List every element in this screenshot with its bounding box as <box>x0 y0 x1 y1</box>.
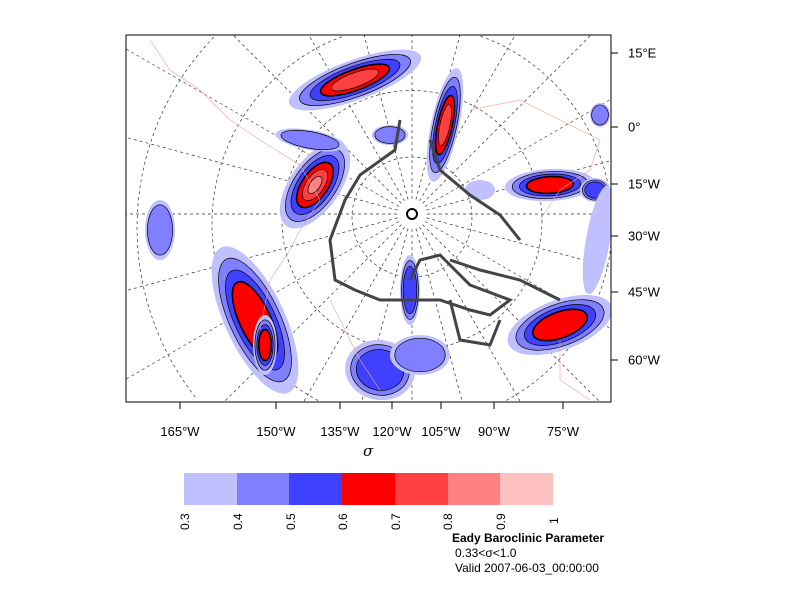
right-axis-label: 60°W <box>628 352 660 368</box>
contour-level-0.6 <box>257 328 273 362</box>
meridian-line <box>232 35 402 204</box>
right-axis-label: 15°W <box>628 176 660 192</box>
contour-level-0.4 <box>394 337 446 373</box>
contour-level-0.4 <box>591 104 609 126</box>
colorbar-label: 0.4 <box>231 513 245 530</box>
bottom-axis-label: 120°W <box>372 424 412 439</box>
right-axis-label: 45°W <box>628 284 660 300</box>
contour-level-0.4 <box>280 129 340 151</box>
plot-subtitle: 0.33<σ<1.0 <box>455 546 517 560</box>
right-axis-label: 0° <box>628 119 641 135</box>
right-axis-label: 15°E <box>628 45 657 61</box>
bottom-axis-label: 105°W <box>421 424 461 439</box>
contour-level-0.7 <box>330 68 380 92</box>
meridian-line <box>126 217 398 291</box>
bottom-axis-label: 75°W <box>547 424 579 439</box>
right-axis-label: 30°W <box>628 228 660 244</box>
meridian-line <box>426 217 611 268</box>
contour-level-0.4 <box>374 126 406 144</box>
colorbar-label: 0.6 <box>336 513 350 530</box>
colorbar-label: 1 <box>547 517 561 524</box>
plot-frame <box>125 34 612 403</box>
meridian-line <box>422 35 592 204</box>
colorbar-swatch <box>342 473 395 505</box>
meridian-line <box>126 137 398 211</box>
x-axis-label: σ <box>363 442 374 460</box>
contour-level-0.8 <box>307 175 323 195</box>
eady-contours <box>145 49 611 401</box>
coastline-world <box>149 39 601 401</box>
meridian-line <box>126 48 400 207</box>
bottom-axis-label: 135°W <box>320 424 360 439</box>
colorbar-swatch <box>394 473 448 505</box>
bottom-axis-label: 150°W <box>256 424 296 439</box>
meridian-line <box>303 226 405 402</box>
colorbar-swatch <box>500 473 554 505</box>
axis-ticks <box>179 52 618 409</box>
plot-title: Eady Baroclinic Parameter <box>452 531 605 545</box>
meridian-line <box>426 160 611 211</box>
contour-level-0.4 <box>147 204 173 256</box>
colorbar-label: 0.3 <box>178 513 192 530</box>
colorbar-swatch <box>447 473 501 505</box>
contour-level-0.3 <box>582 185 611 295</box>
colorbar-swatch <box>184 473 237 505</box>
map-content <box>126 35 611 402</box>
meridian-line <box>363 35 409 200</box>
contour-level-0.6 <box>531 308 589 342</box>
colorbar-label: 0.7 <box>389 513 403 530</box>
valid-time: Valid 2007-06-03_00:00:00 <box>455 561 599 575</box>
meridian-line <box>308 35 405 202</box>
colorbar <box>184 473 554 505</box>
colorbar-label: 0.8 <box>441 513 455 530</box>
contour-level-0.3 <box>465 180 495 200</box>
colorbar-label: 0.9 <box>494 513 508 530</box>
contour-level-0.5 <box>402 265 418 315</box>
bottom-axis-label: 165°W <box>160 424 200 439</box>
bottom-axis-label: 90°W <box>478 424 510 439</box>
contour-level-0.7 <box>438 104 452 146</box>
meridian-line <box>419 226 521 402</box>
colorbar-swatch <box>236 473 290 505</box>
coastline-arctic <box>328 119 561 347</box>
latitude-circle <box>351 156 473 278</box>
colorbar-label: 0.5 <box>284 513 298 530</box>
north-pole-marker <box>406 208 418 220</box>
colorbar-swatch <box>289 473 343 505</box>
